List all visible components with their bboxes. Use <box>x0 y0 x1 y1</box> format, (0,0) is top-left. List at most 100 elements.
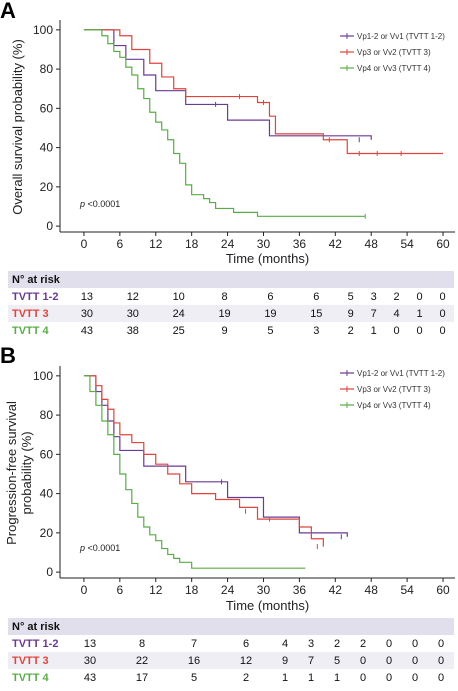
pb-legend-label: Vp3 or Vv2 (TVTT 3) <box>357 385 431 394</box>
pb-x-tick-label: 18 <box>185 583 199 597</box>
pa-legend-label: Vp1-2 or Vv1 (TVTT 1-2) <box>357 32 445 41</box>
pb-risk-cell: 5 <box>190 671 198 684</box>
pb-x-tick-label: 6 <box>117 583 124 597</box>
pa-risk-cell: 3 <box>313 324 320 337</box>
pb-risk-cell: 0 <box>437 671 445 684</box>
pa-x-axis-label: Time (months) <box>226 251 309 266</box>
pa-y-tick-label: 40 <box>40 141 54 155</box>
pb-risk-cell: 2 <box>359 637 367 650</box>
pb-risk-row-label: TVTT 1-2 <box>12 637 59 650</box>
pa-series-3-curve <box>83 29 366 217</box>
pa-y-tick-label: 20 <box>40 180 54 194</box>
panel-letter-b: B <box>0 343 16 368</box>
pa-risk-cell: 6 <box>313 290 320 303</box>
pa-risk-row-label: TVTT 1-2 <box>12 290 59 303</box>
pa-risk-cell: 5 <box>267 324 274 337</box>
pa-risk-row: TVTT 1-2 13 12 10 8 6 6 5 3 2 0 0 <box>8 288 454 305</box>
pa-risk-cell: 43 <box>80 324 94 337</box>
pb-risk-cell: 0 <box>411 637 419 650</box>
pb-x-tick-label: 36 <box>293 583 307 597</box>
pb-risk-cell: 0 <box>385 637 393 650</box>
pb-x-tick-label: 12 <box>149 583 163 597</box>
pb-y-tick-label: 60 <box>40 447 54 461</box>
pa-risk-header: N° at risk <box>8 271 454 288</box>
pa-series-1-curve <box>83 29 372 140</box>
pa-series-2-curve <box>83 29 444 155</box>
pa-y-tick-label: 0 <box>46 219 53 233</box>
pa-risk-cell: 10 <box>172 290 185 303</box>
pa-y-axis-label: Overall survival probability (%) <box>10 39 25 215</box>
pa-legend-label: Vp4 or Vv3 (TVTT 4) <box>357 64 431 73</box>
pb-y-tick-label: 100 <box>33 369 53 383</box>
pb-x-tick-label: 60 <box>436 583 450 597</box>
pa-x-tick-label: 12 <box>149 237 163 251</box>
pa-x-tick-label: 18 <box>185 237 199 251</box>
pb-risk-cell: 12 <box>220 652 272 669</box>
pa-risk-row: TVTT 3 30 30 24 19 19 15 9 7 4 1 0 <box>8 305 454 322</box>
pa-risk-cell: 19 <box>247 305 294 322</box>
pb-risk-row: TVTT 4 43 17 5 2 1 1 1 0 0 0 0 <box>8 669 454 686</box>
pb-risk-cell: 2 <box>242 671 250 684</box>
pb-risk-row: TVTT 3 30 22 16 12 9 7 5 0 0 0 0 <box>8 652 454 669</box>
pa-risk-cell: 38 <box>126 324 139 337</box>
pa-x-tick-label: 54 <box>400 237 414 251</box>
pb-y-tick-label: 40 <box>40 487 54 501</box>
pa-x-tick-label: 24 <box>221 237 235 251</box>
pa-risk-cell: 6 <box>267 290 274 303</box>
pb-risk-cell: 6 <box>242 637 250 650</box>
pb-risk-cell: 2 <box>333 637 341 650</box>
pa-y-tick-label: 80 <box>40 62 54 76</box>
pa-risk-cell: 30 <box>64 305 110 322</box>
pb-risk-cell: 17 <box>135 671 149 684</box>
pa-y-tick-label: 60 <box>40 101 54 115</box>
pa-risk-cell: 15 <box>293 305 340 322</box>
survival-plot-b: B 0 20 40 60 80 100 0 6 12 18 24 30 36 42 48 54 60 Time (… <box>0 343 455 613</box>
pb-risk-cell: 0 <box>402 652 428 669</box>
pb-x-tick-label: 30 <box>257 583 271 597</box>
pb-risk-row-label: TVTT 4 <box>12 671 49 684</box>
pa-risk-cell: 8 <box>221 290 228 303</box>
pa-x-tick-label: 36 <box>293 237 307 251</box>
pa-risk-cell: 24 <box>155 305 202 322</box>
pa-risk-cell: 4 <box>385 305 409 322</box>
pb-risk-cell: 0 <box>411 671 419 684</box>
pb-risk-cell: 1 <box>307 671 315 684</box>
pb-legend-label: Vp4 or Vv3 (TVTT 4) <box>357 401 431 410</box>
pa-risk-cell: 30 <box>109 305 156 322</box>
pa-risk-row: TVTT 4 43 38 25 9 5 3 2 1 0 0 0 <box>8 322 454 339</box>
pa-risk-cell: 7 <box>362 305 386 322</box>
pa-risk-cell: 1 <box>408 305 431 322</box>
pb-risk-cell: 7 <box>190 637 198 650</box>
pa-risk-cell: 2 <box>393 290 400 303</box>
pa-x-tick-label: 48 <box>365 237 379 251</box>
pb-x-tick-label: 24 <box>221 583 235 597</box>
pb-risk-cell: 0 <box>376 652 402 669</box>
pa-risk-cell: 1 <box>370 324 377 337</box>
pa-risk-cell: 0 <box>416 290 423 303</box>
pb-risk-cell: 22 <box>116 652 168 669</box>
pb-risk-cell: 16 <box>168 652 220 669</box>
pb-series-3-curve <box>83 375 306 569</box>
pb-y-tick-label: 0 <box>46 565 53 579</box>
pb-series-2-curve <box>83 375 324 547</box>
pa-risk-row-label: TVTT 4 <box>12 324 49 337</box>
pb-risk-cell: 30 <box>64 652 116 669</box>
pb-y-tick-label: 20 <box>40 526 54 540</box>
pa-risk-cell: 0 <box>439 290 446 303</box>
survival-plot-a: A 0 20 40 60 80 100 0 6 12 18 24 30 36 42 48 54 60 Time (… <box>0 0 455 266</box>
pa-risk-cell: 9 <box>339 305 363 322</box>
pa-legend-label: Vp3 or Vv2 (TVTT 3) <box>357 48 431 57</box>
pb-risk-cell: 5 <box>324 652 350 669</box>
pa-risk-cell: 0 <box>439 324 446 337</box>
pb-x-axis-label: Time (months) <box>226 598 309 613</box>
pa-risk-cell: 12 <box>126 290 139 303</box>
pa-x-tick-label: 60 <box>436 237 450 251</box>
pb-risk-cell: 4 <box>281 637 289 650</box>
pa-risk-cell: 2 <box>347 324 354 337</box>
pa-risk-cell: 19 <box>201 305 248 322</box>
pb-risk-cell: 3 <box>307 637 315 650</box>
pb-risk-cell: 7 <box>298 652 324 669</box>
pa-x-tick-label: 30 <box>257 237 271 251</box>
panel-letter-a: A <box>0 0 16 23</box>
pa-risk-cell: 13 <box>80 290 94 303</box>
